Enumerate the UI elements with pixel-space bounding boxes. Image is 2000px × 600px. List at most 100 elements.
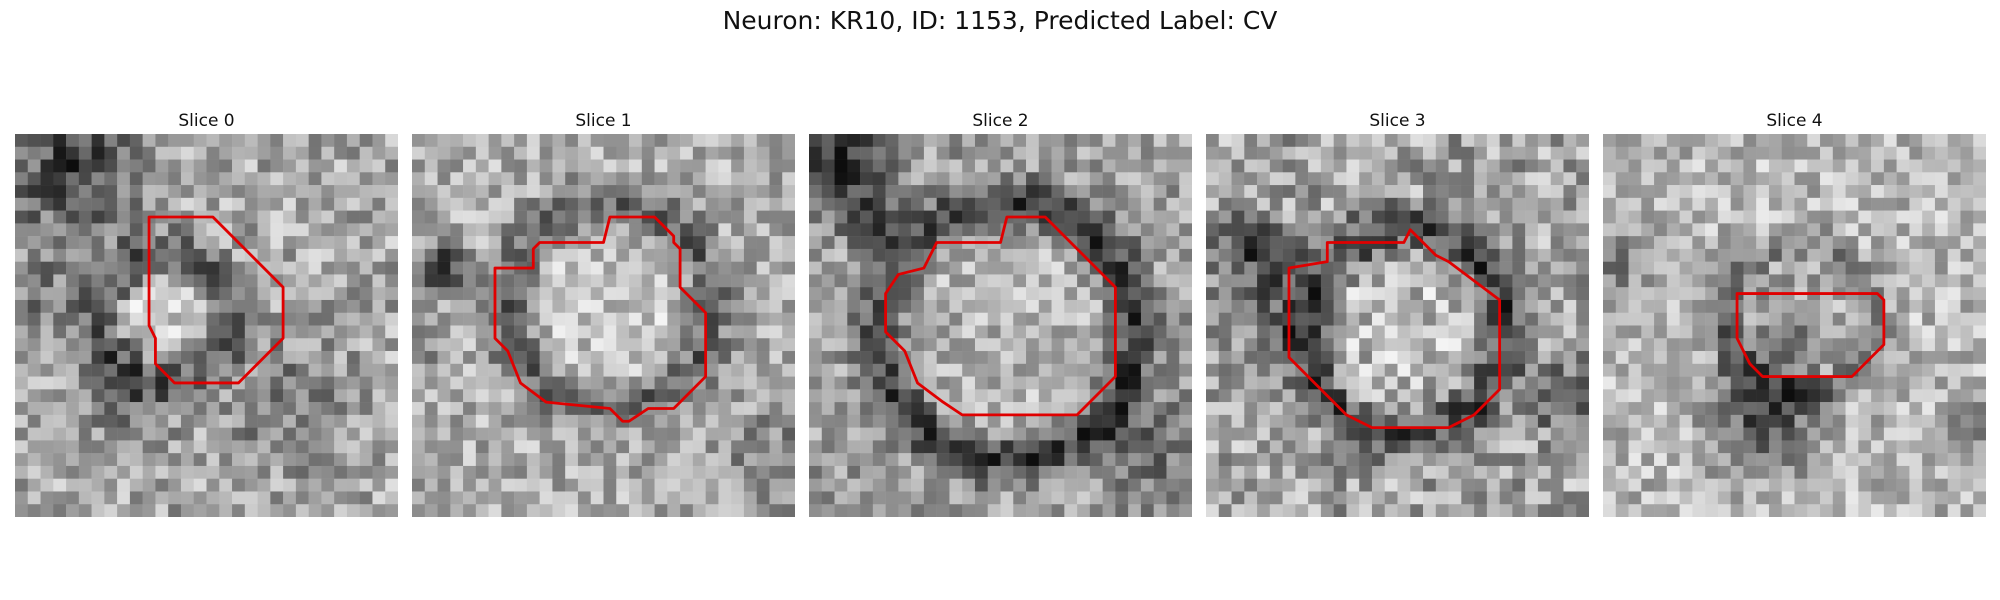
pixel — [244, 197, 258, 211]
pixel — [424, 287, 438, 301]
pixel — [898, 312, 912, 326]
pixel — [872, 185, 886, 199]
pixel — [1128, 465, 1142, 479]
pixel — [193, 223, 207, 237]
pixel — [911, 299, 925, 313]
pixel — [1153, 491, 1167, 505]
pixel — [437, 146, 451, 160]
pixel — [526, 325, 540, 339]
pixel — [1820, 351, 1834, 365]
pixel — [1615, 427, 1629, 441]
pixel — [629, 338, 643, 352]
pixel — [1064, 389, 1078, 403]
pixel — [1282, 504, 1296, 517]
pixel — [654, 389, 668, 403]
pixel — [1896, 248, 1910, 262]
pixel — [974, 325, 988, 339]
pixel — [1206, 414, 1220, 428]
pixel — [1244, 427, 1258, 441]
pixel — [1410, 274, 1424, 288]
pixel — [987, 389, 1001, 403]
pixel — [1858, 185, 1872, 199]
pixel — [1717, 236, 1731, 250]
pixel — [53, 248, 67, 262]
pixel — [155, 274, 169, 288]
pixel — [692, 363, 706, 377]
pixel — [1140, 248, 1154, 262]
pixel — [1346, 146, 1360, 160]
pixel — [129, 478, 143, 492]
pixel — [629, 312, 643, 326]
pixel — [424, 338, 438, 352]
pixel — [1166, 185, 1180, 199]
pixel — [1333, 299, 1347, 313]
pixel — [1909, 440, 1923, 454]
pixel — [412, 504, 426, 517]
pixel — [1537, 453, 1551, 467]
pixel — [1743, 351, 1757, 365]
pixel — [885, 427, 899, 441]
pixel — [860, 274, 874, 288]
pixel — [232, 159, 246, 173]
pixel — [1922, 338, 1936, 352]
pixel — [1947, 338, 1961, 352]
pixel — [1179, 453, 1192, 467]
pixel — [104, 440, 118, 454]
pixel — [603, 351, 617, 365]
pixel — [1679, 159, 1693, 173]
pixel — [526, 159, 540, 173]
pixel — [962, 351, 976, 365]
pixel — [1026, 185, 1040, 199]
pixel — [1308, 414, 1322, 428]
pixel — [1973, 389, 1986, 403]
pixel — [257, 414, 271, 428]
pixel — [155, 185, 169, 199]
pixel — [1973, 325, 1986, 339]
pixel — [705, 491, 719, 505]
pixel — [424, 236, 438, 250]
pixel — [334, 287, 348, 301]
pixel — [1051, 159, 1065, 173]
pixel — [1692, 172, 1706, 186]
pixel — [257, 478, 271, 492]
pixel — [1717, 325, 1731, 339]
pixel — [53, 427, 67, 441]
pixel — [1397, 146, 1411, 160]
pixel — [1832, 274, 1846, 288]
pixel — [1384, 134, 1398, 148]
pixel — [1166, 363, 1180, 377]
pixel — [1013, 299, 1027, 313]
pixel — [974, 504, 988, 517]
pixel — [359, 172, 373, 186]
pixel — [809, 491, 823, 505]
pixel — [1641, 376, 1655, 390]
pixel — [654, 172, 668, 186]
pixel — [15, 465, 29, 479]
pixel — [1807, 261, 1821, 275]
pixel — [616, 172, 630, 186]
pixel — [1896, 351, 1910, 365]
pixel — [769, 389, 783, 403]
pixel — [180, 478, 194, 492]
pixel — [1333, 325, 1347, 339]
pixel — [1346, 299, 1360, 313]
pixel — [1179, 236, 1192, 250]
pixel — [1563, 440, 1577, 454]
pixel — [1231, 402, 1245, 416]
pixel — [654, 427, 668, 441]
pixel — [168, 248, 182, 262]
pixel — [552, 402, 566, 416]
pixel — [129, 325, 143, 339]
pixel — [1308, 351, 1322, 365]
pixel — [809, 210, 823, 224]
pixel — [450, 325, 464, 339]
pixel — [1883, 363, 1897, 377]
pixel — [412, 134, 426, 148]
pixel — [1960, 504, 1974, 517]
pixel — [1934, 312, 1948, 326]
pixel — [193, 465, 207, 479]
pixel — [66, 236, 80, 250]
pixel — [104, 478, 118, 492]
pixel — [104, 376, 118, 390]
pixel — [78, 197, 92, 211]
